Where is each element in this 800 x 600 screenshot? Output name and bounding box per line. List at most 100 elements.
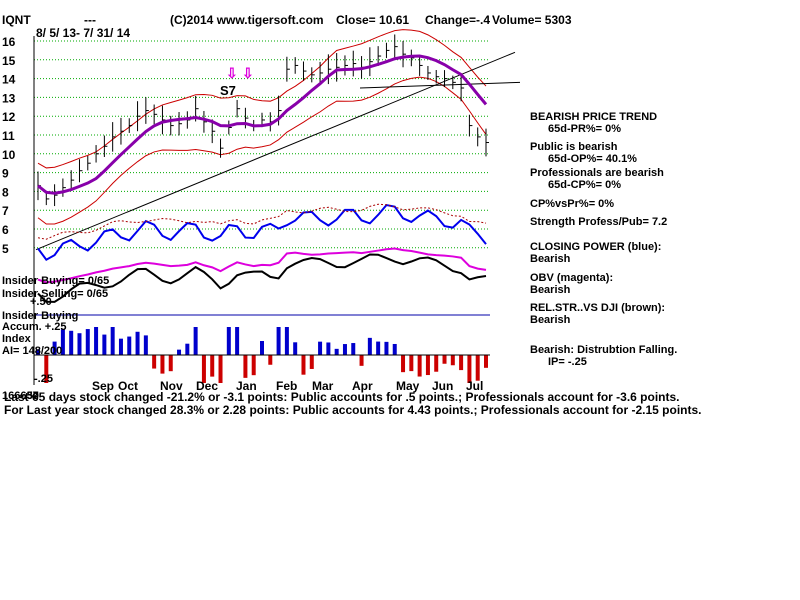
accum-bar <box>251 355 256 376</box>
lower-band <box>37 76 487 225</box>
chart-gridlines <box>34 40 490 316</box>
index-label: Index <box>2 333 31 345</box>
accum-label: Accum. +.25 <box>2 321 67 333</box>
accum-bar <box>60 329 65 355</box>
accum-bar <box>160 355 165 374</box>
rel-str-heading: REL.STR..VS DJI (brown): <box>530 302 666 314</box>
x-tick-label: Oct <box>118 379 138 393</box>
accum-bar <box>36 349 40 355</box>
y-tick-label: 11 <box>2 129 15 143</box>
accumulation-histogram <box>34 327 490 383</box>
accum-bar <box>102 334 107 355</box>
x-tick-label: Apr <box>352 379 373 393</box>
accum-bar <box>367 337 372 355</box>
x-tick-label: Jul <box>466 379 483 393</box>
insider-selling-label: Insider Selling= 0/65 <box>2 288 109 300</box>
trend-line-flat <box>359 81 521 89</box>
accum-bar <box>69 330 74 355</box>
rel-str-line <box>37 203 487 240</box>
closing-power-line <box>37 203 487 262</box>
accum-bar <box>110 327 115 355</box>
accum-bar <box>276 327 281 355</box>
accum-bar <box>52 341 57 355</box>
accum-bar <box>301 355 306 375</box>
accum-bar <box>442 355 447 364</box>
footer-1year: For Last year stock changed 28.3% or 2.2… <box>4 403 702 417</box>
strength-ratio: Strength Profess/Pub= 7.2 <box>530 216 668 228</box>
accum-bar <box>401 355 406 373</box>
y-tick-label: 14 <box>2 73 16 87</box>
ip-value: IP= -.25 <box>548 356 587 368</box>
x-tick-label: Sep <box>92 379 114 393</box>
rel-strength-line <box>37 203 487 240</box>
accum-bar <box>77 333 82 355</box>
accum-bar <box>459 355 464 371</box>
accum-bar <box>351 343 356 355</box>
accum-bar <box>226 327 231 355</box>
accum-bar <box>392 343 397 355</box>
y-tick-label: 13 <box>2 91 16 105</box>
closing-power-status: Bearish <box>530 253 571 265</box>
price-trend-heading: BEARISH PRICE TREND <box>530 111 658 123</box>
op-percent: 65d-OP%= 40.1% <box>548 153 637 165</box>
obv-status: Bearish <box>530 284 571 296</box>
y-tick-label: 7 <box>2 204 9 218</box>
y-tick-label: 8 <box>2 185 9 199</box>
ma-line <box>37 54 488 195</box>
accum-bar <box>268 355 273 365</box>
accum-bar <box>376 341 381 355</box>
base-label: 166637 <box>2 390 39 402</box>
signal-label: S7 <box>220 83 236 98</box>
accum-bar <box>243 355 248 378</box>
accum-bar <box>201 355 206 383</box>
signal-arrows: ⇩ ⇩ <box>226 65 254 81</box>
cp-percent: 65d-CP%= 0% <box>548 179 622 191</box>
accum-bar <box>467 355 472 383</box>
pr-percent: 65d-PR%= 0% <box>548 123 622 135</box>
accum-bar <box>342 344 347 355</box>
rel-str-status: Bearish <box>530 314 571 326</box>
site-credit: (C)2014 www.tigersoft.com <box>170 13 324 27</box>
accum-bar <box>425 355 430 376</box>
accum-bar <box>135 331 140 355</box>
footer-65day: Last 65 days stock changed -21.2% or -3.… <box>4 390 680 404</box>
y-tick-label: 10 <box>2 148 16 162</box>
accum-bar <box>384 341 389 355</box>
accum-bar <box>475 355 480 381</box>
obv-line <box>37 247 487 284</box>
professionals-status: Professionals are bearish <box>530 167 664 179</box>
x-tick-label: Jun <box>432 379 453 393</box>
volume: Volume= 5303 <box>492 13 572 27</box>
y-tick-label: 12 <box>2 110 16 124</box>
accum-bar <box>434 355 439 372</box>
accum-bar <box>359 355 364 366</box>
minus50-label: -.50 <box>20 390 39 402</box>
chart-axes: 16 15 14 13 12 11 10 9 8 7 6 5 Sep Oct Nov Dec Jan Feb Mar… <box>2 35 483 393</box>
accum-bar <box>284 327 289 355</box>
accum-bar <box>450 355 455 366</box>
date-range: 8/ 5/ 13- 7/ 31/ 14 <box>36 26 131 40</box>
y-tick-label: 16 <box>2 35 16 49</box>
obv-line <box>37 247 487 303</box>
y-tick-label: 5 <box>2 242 9 256</box>
accum-bar <box>218 355 223 383</box>
accum-bar <box>85 329 90 355</box>
accum-bar <box>193 327 198 355</box>
accum-bar <box>293 342 298 355</box>
accum-bar <box>185 343 190 355</box>
accum-bar <box>309 355 314 369</box>
x-tick-label: Jan <box>236 379 257 393</box>
minus25-label: -.25 <box>34 373 53 385</box>
accum-bar <box>118 338 123 355</box>
accum-bar <box>168 355 173 372</box>
price-change: Change=-.4 <box>425 13 491 27</box>
sell-signal-arrow: ⇩ <box>242 65 254 81</box>
y-tick-label: 15 <box>2 54 16 68</box>
accum-bar <box>235 327 240 355</box>
analysis-panel: BEARISH PRICE TREND 65d-PR%= 0% Public i… <box>530 111 677 368</box>
y-tick-label: 6 <box>2 223 9 237</box>
insider-buying-label: Insider Buying= 0/65 <box>2 275 110 287</box>
accum-status: Bearish: Distrubtion Falling. <box>530 344 678 356</box>
closing-power-heading: CLOSING POWER (blue): <box>530 241 662 253</box>
